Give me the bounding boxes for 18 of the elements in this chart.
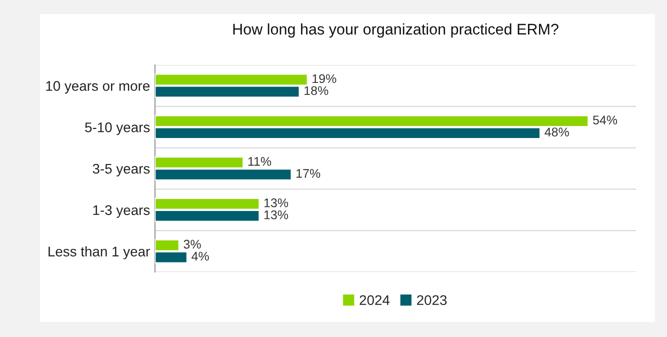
legend-label: 2023 [417,295,447,306]
data-label: 13% [264,210,288,220]
y-tick-label: 10 years or more [46,81,150,94]
y-tick-label: Less than 1 year [48,246,150,260]
legend-label: 2024 [360,295,390,306]
y-tick-label: 5-10 years [85,122,150,136]
y-tick-label: 1-3 years [93,205,150,218]
data-label: 54% [593,116,618,124]
data-label: 48% [544,128,569,136]
chart-title: How long has your organization practiced ERM? [233,23,558,38]
y-tick-label: 3-5 years [92,164,150,176]
data-label: 11% [248,157,272,166]
data-label: 13% [264,198,288,208]
data-label: 17% [296,169,320,178]
data-label: 4% [192,252,209,261]
data-label: 18% [304,86,328,96]
data-label: 19% [312,74,336,84]
data-label: 3% [184,240,201,249]
